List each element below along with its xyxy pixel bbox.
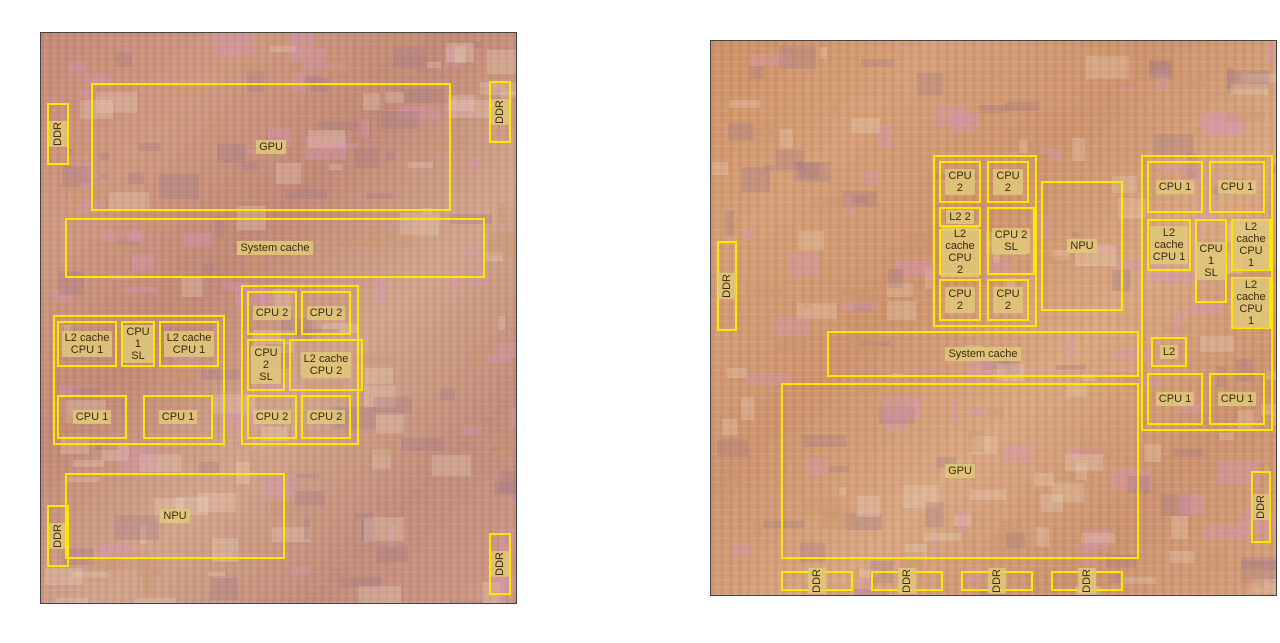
silicon-bg <box>711 41 1276 595</box>
figure-root: DDRDDRDDRDDRGPUSystem cacheCPU 2CPU 2CPU… <box>20 20 1260 623</box>
die-left: DDRDDRDDRDDRGPUSystem cacheCPU 2CPU 2CPU… <box>40 32 517 604</box>
silicon-bg <box>41 33 516 603</box>
die-right: DDRDDRDDRDDRDDRDDRCPU 2CPU 2L2 2L2 cache… <box>710 40 1277 596</box>
